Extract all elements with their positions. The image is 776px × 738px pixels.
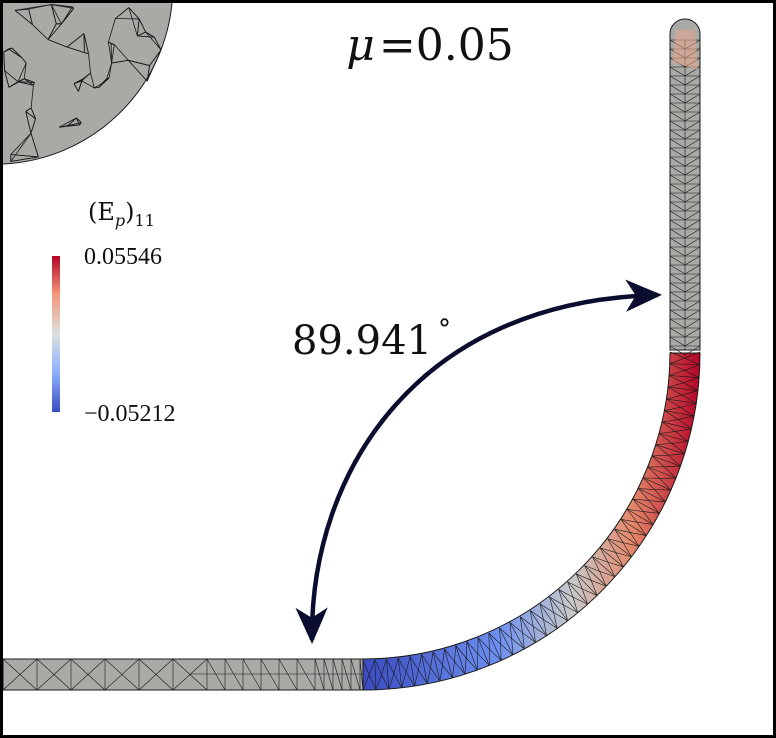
degree-symbol: °: [438, 315, 451, 345]
colorbar-gradient: [52, 256, 60, 412]
quarter-disc-mesh: [3, 3, 173, 165]
angle-arrow: [295, 279, 663, 645]
mu-value-title: μ=0.05: [346, 20, 513, 71]
colorbar: (Ep)11 0.05546 −0.05212: [52, 198, 176, 427]
mu-symbol: μ: [346, 20, 375, 71]
angle-value: 89.941: [292, 318, 432, 364]
angle-label: 89.941 °: [292, 315, 451, 364]
colorbar-title: (Ep)11: [88, 198, 155, 230]
colorbar-max-label: 0.05546: [84, 244, 162, 270]
mu-value: 0.05: [416, 20, 514, 71]
colorbar-min-label: −0.05212: [84, 401, 176, 427]
equals-sign: =: [379, 20, 416, 71]
